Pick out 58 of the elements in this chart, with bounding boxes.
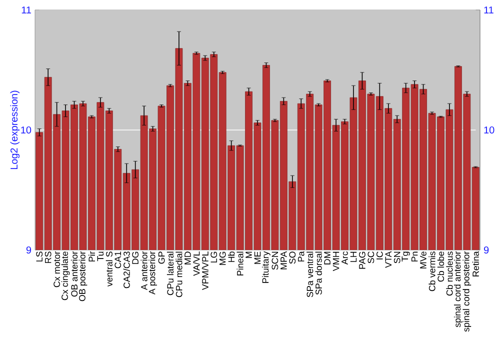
x-tick-label: VPM/VPL — [202, 251, 208, 290]
x-tick-label: VMH — [332, 252, 340, 272]
x-tick-label: MG — [219, 252, 226, 265]
x-tick-label: spinal cord anterior — [454, 251, 462, 328]
x-tick-label: CA2/CA3 — [123, 252, 130, 288]
x-tick-label: Pineal — [236, 252, 244, 276]
x-tick-label: ventral S — [106, 252, 112, 287]
x-tick-label: M — [246, 252, 252, 258]
x-tick-label: MPA — [280, 251, 287, 270]
x-tick-label: OB posterior — [78, 251, 88, 302]
y-tick-label: 10 — [21, 126, 32, 134]
x-tick-label: VTA — [385, 251, 392, 268]
x-tick-label: SC — [368, 252, 374, 264]
x-tick-label: MVe — [420, 252, 426, 268]
x-tick-label: Pn — [411, 252, 418, 262]
y-axis-title: Log2 (expression) — [10, 90, 20, 170]
x-tick-label: Cx motor — [54, 251, 60, 288]
y2-tick-label: 11 — [484, 6, 494, 14]
x-tick-label: RS — [44, 252, 52, 263]
x-tick-label: SN — [394, 252, 400, 264]
x-tick-label: SCN — [272, 252, 278, 270]
x-tick-label: Retina — [472, 251, 479, 276]
x-tick-label: Pituitary — [262, 251, 270, 283]
y-tick-label: 9 — [26, 246, 32, 254]
x-tick-label: Tu — [97, 252, 104, 262]
y-tick-label: 11 — [22, 6, 31, 14]
x-tick-label: spinal cord posterior — [462, 251, 472, 332]
x-tick-label: CA1 — [114, 252, 122, 268]
x-tick-label: MD — [184, 252, 191, 264]
x-tick-label: Cb vermis — [428, 252, 436, 292]
x-tick-label: DM — [324, 252, 330, 264]
x-tick-label: PAG — [359, 252, 366, 269]
x-tick-label: Cb nucleus — [446, 252, 453, 296]
x-tick-label: GP — [158, 252, 165, 264]
y2-tick-label: 10 — [484, 126, 494, 134]
x-tick-label: A anterior — [140, 251, 148, 290]
x-tick-label: CPu lateral — [166, 252, 174, 296]
x-tick-label: Pa — [298, 251, 304, 262]
x-tick-label: Pir — [88, 251, 95, 262]
x-tick-label: IC — [376, 252, 383, 260]
x-tick-label: ME — [254, 252, 261, 264]
x-tick-label: A posterior — [148, 251, 157, 295]
x-tick-label: CPu medial — [176, 252, 182, 298]
y2-tick-label: 9 — [484, 246, 489, 254]
x-tick-label: Arc — [342, 251, 348, 265]
x-tick-label: VA/VL — [193, 251, 200, 276]
x-tick-label: SPa ventral — [306, 252, 314, 298]
x-tick-label: SO — [289, 252, 296, 264]
x-tick-label: SPa dorsal — [315, 252, 322, 295]
x-tick-label: LS — [36, 252, 43, 262]
x-tick-label: Hb — [228, 252, 235, 262]
x-tick-label: Cb lobe — [437, 252, 444, 282]
x-tick-label: Tg — [402, 252, 410, 262]
x-tick-label: DG — [132, 252, 139, 264]
x-tick-label: OB anterior — [70, 251, 78, 297]
x-tick-label: LG — [210, 252, 218, 262]
x-tick-label: LH — [350, 252, 357, 262]
x-tick-label: Cx cingulate — [61, 252, 70, 300]
